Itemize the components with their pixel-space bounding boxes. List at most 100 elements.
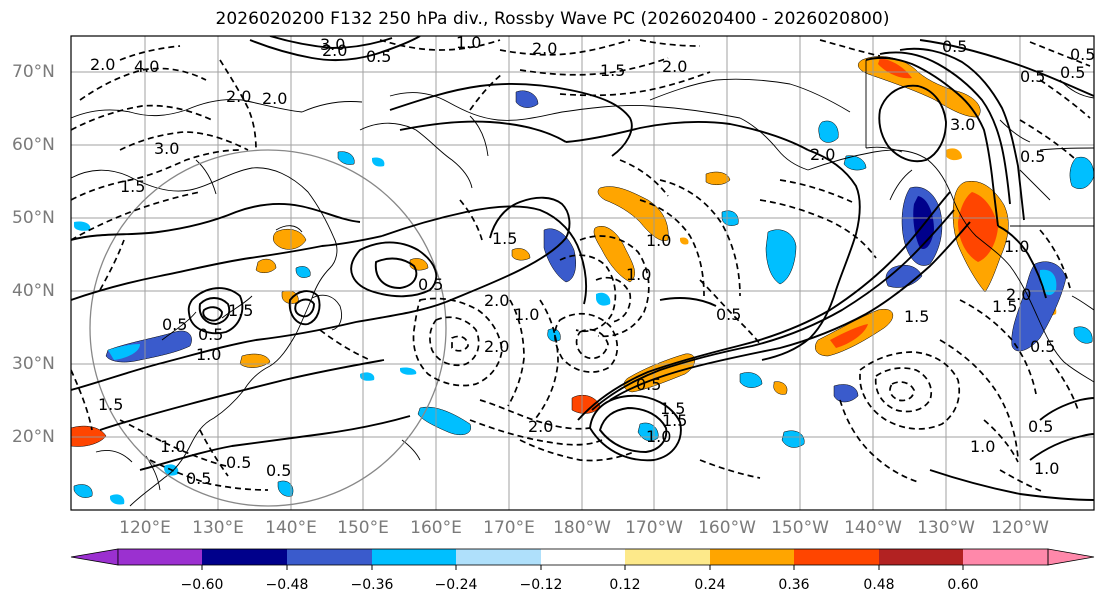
contour-label: 1.5: [98, 395, 123, 414]
colorbar-tick-label: −0.60: [180, 577, 224, 593]
lat-label: 60°N: [12, 135, 55, 155]
contour-label: 0.5: [198, 325, 223, 344]
colorbar-swatch: [794, 549, 879, 565]
lat-label: 70°N: [12, 62, 55, 82]
contour-label: 1.0: [456, 33, 481, 52]
lon-label: 170°W: [625, 518, 683, 538]
contour-label: 1.5: [660, 399, 685, 418]
contour-label: 0.5: [1060, 63, 1085, 82]
contour-label: 1.0: [646, 427, 671, 446]
map-frame: [70, 35, 1095, 511]
colorbar-tick-label: 0.48: [863, 577, 895, 593]
contour-label: 1.0: [1034, 459, 1059, 478]
contour-label: 3.0: [320, 35, 345, 54]
contour-label: 1.5: [904, 307, 929, 326]
lon-label: 130°E: [192, 518, 244, 538]
colorbar-tick-label: 0.24: [694, 577, 726, 593]
contour-label: 2.0: [810, 145, 835, 164]
contour-label: 4.0: [134, 57, 159, 76]
contour-label: 1.0: [646, 231, 671, 250]
lon-label: 140°W: [844, 518, 902, 538]
lat-label: 40°N: [12, 281, 55, 301]
colorbar-swatch: [710, 549, 794, 565]
lat-label: 30°N: [12, 354, 55, 374]
contour-label: 0.5: [636, 375, 661, 394]
contour-label: 1.0: [514, 305, 539, 324]
colorbar-arrow-right: [1047, 548, 1095, 566]
contour-label: 3.0: [950, 115, 975, 134]
contour-label: 1.0: [160, 437, 185, 456]
contour-label: 0.5: [1028, 417, 1053, 436]
colorbar-tick-label: 0.12: [609, 577, 641, 593]
lon-label: 140°E: [265, 518, 317, 538]
contour-label: 0.5: [418, 275, 443, 294]
lon-label: 120°W: [991, 518, 1049, 538]
contour-label: 0.5: [1020, 147, 1045, 166]
lon-label: 170°E: [483, 518, 535, 538]
contour-label: 2.0: [226, 87, 251, 106]
contour-label: 2.0: [90, 55, 115, 74]
colorbar-swatch: [541, 549, 625, 565]
lon-label: 180°W: [553, 518, 611, 538]
contour-label: 0.5: [186, 469, 211, 488]
colorbar: [70, 548, 1095, 570]
lon-label: 120°E: [119, 518, 171, 538]
colorbar-swatch: [202, 549, 287, 565]
contour-label: 1.0: [196, 345, 221, 364]
contour-label: 1.5: [120, 177, 145, 196]
map-title: 2026020200 F132 250 hPa div., Rossby Wav…: [215, 9, 890, 29]
colorbar-swatch: [963, 549, 1048, 565]
contour-label: 2.0: [484, 337, 509, 356]
lat-label: 50°N: [12, 208, 55, 228]
colorbar-tick-label: −0.12: [519, 577, 563, 593]
contour-label: 2.0: [322, 41, 347, 60]
contour-label: 0.5: [162, 315, 187, 334]
contour-label: 0.5: [1020, 67, 1045, 86]
colorbar-swatch: [287, 549, 372, 565]
contour-label: 1.5: [600, 61, 625, 80]
contour-label: 1.0: [626, 265, 651, 284]
lon-label: 130°W: [917, 518, 975, 538]
contour-label: 1.0: [970, 437, 995, 456]
contour-label: 2.0: [262, 89, 287, 108]
colorbar-swatch: [879, 549, 963, 565]
contour-label: 0.5: [942, 37, 967, 56]
colorbar-swatch: [118, 549, 202, 565]
contour-label: 0.5: [366, 47, 391, 66]
contour-label: 0.5: [226, 453, 251, 472]
contour-label: 1.5: [992, 297, 1017, 316]
contour-labels: 3.0 2.0 0.5 1.0 2.0 4.0 2.0 1.5 2.0 3.0 …: [90, 33, 1094, 488]
lon-label: 160°W: [698, 518, 756, 538]
contour-label: 2.0: [1006, 285, 1031, 304]
contour-label: 2.0: [484, 291, 509, 310]
contour-label: 0.5: [266, 461, 291, 480]
colorbar-tick-label: −0.36: [350, 577, 394, 593]
colorbar-tick-label: −0.24: [434, 577, 478, 593]
colorbar-arrow-left: [70, 548, 119, 566]
contour-label: 1.0: [1004, 237, 1029, 256]
contour-label: 2.0: [532, 39, 557, 58]
contour-label: 3.0: [154, 139, 179, 158]
colorbar-swatch: [372, 549, 456, 565]
lat-label: 20°N: [12, 427, 55, 447]
map-plot-area: 3.0 2.0 0.5 1.0 2.0 4.0 2.0 1.5 2.0 3.0 …: [71, 33, 1094, 510]
contour-label: 2.0: [662, 57, 687, 76]
contour-label: 2.0: [528, 417, 553, 436]
colorbar-tick-label: 0.60: [947, 577, 979, 593]
contour-label: 1.5: [228, 301, 253, 320]
lon-label: 160°E: [410, 518, 462, 538]
graticule: [71, 36, 1094, 510]
lon-label: 150°E: [337, 518, 389, 538]
solid-contours: [71, 36, 1094, 501]
dashed-contours: [71, 39, 1091, 493]
contour-label: 1.5: [662, 411, 687, 430]
rossby-wave-circle: [89, 149, 447, 507]
colorbar-tick-label: −0.48: [265, 577, 309, 593]
colorbar-tick-label: 0.36: [778, 577, 810, 593]
contour-label: 0.5: [1030, 337, 1055, 356]
contour-label: 0.5: [716, 305, 741, 324]
contour-label: 1.5: [492, 229, 517, 248]
colorbar-swatch: [456, 549, 541, 565]
lon-label: 150°W: [771, 518, 829, 538]
